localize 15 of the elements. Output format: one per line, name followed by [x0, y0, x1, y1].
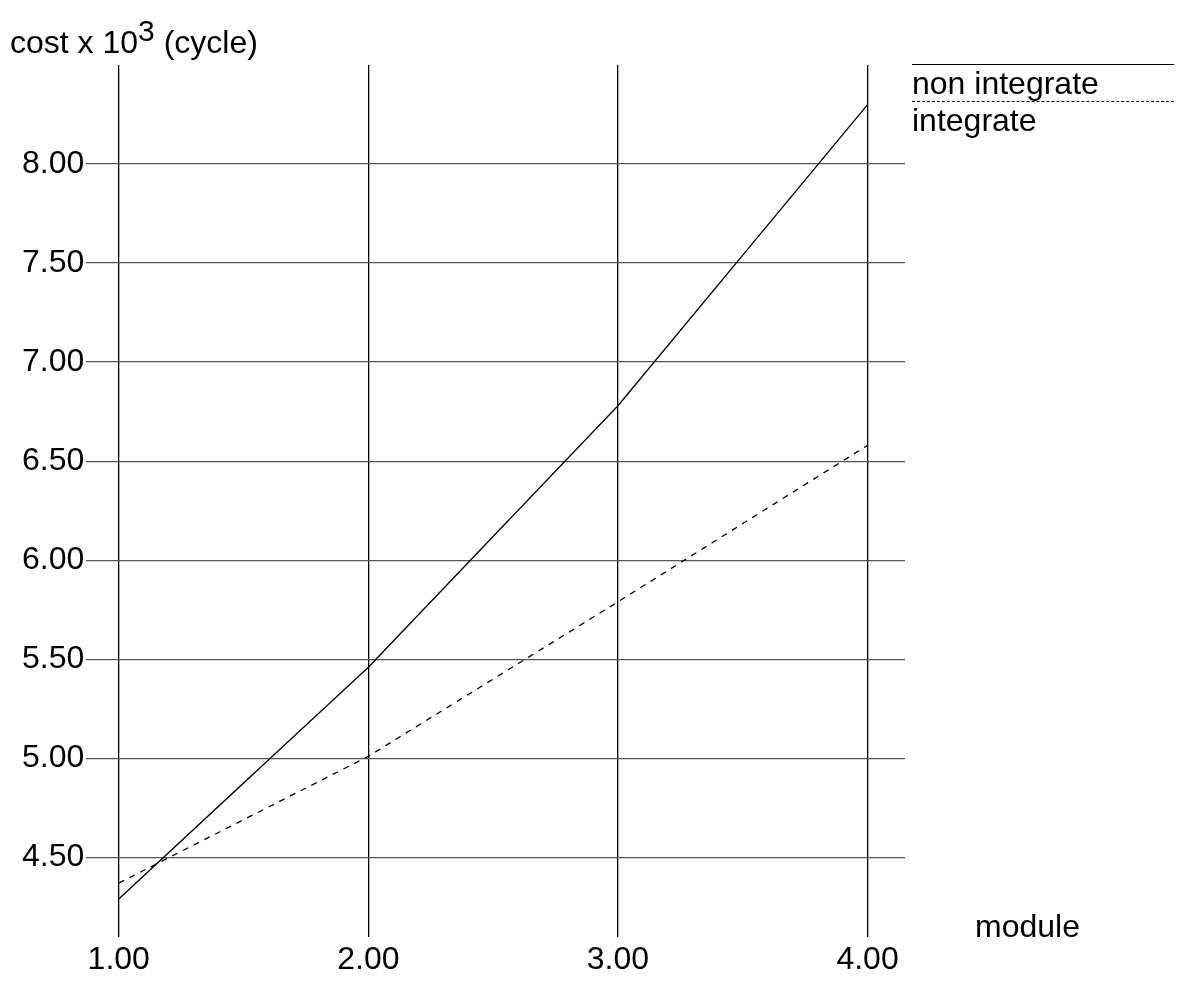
y-tick-label: 6.00	[22, 540, 85, 577]
y-tick-label: 6.50	[22, 441, 85, 478]
y-tick-label: 7.50	[22, 242, 85, 279]
x-tick-label: 1.00	[87, 939, 150, 976]
text: integrate	[912, 101, 1174, 138]
y-tick-label: 5.50	[22, 639, 85, 676]
x-tick-label: 3.00	[586, 939, 650, 976]
x-tick-label: 2.00	[337, 939, 400, 976]
x-axis-title: module	[975, 908, 1080, 945]
y-tick-label: 5.00	[22, 738, 85, 775]
y-tick-label: 8.00	[22, 143, 85, 180]
y-tick-label: 7.00	[22, 341, 85, 378]
y-tick-label: 4.50	[22, 837, 85, 874]
x-tick-label: 4.00	[836, 939, 899, 976]
series-label: non integrate	[912, 64, 1174, 101]
